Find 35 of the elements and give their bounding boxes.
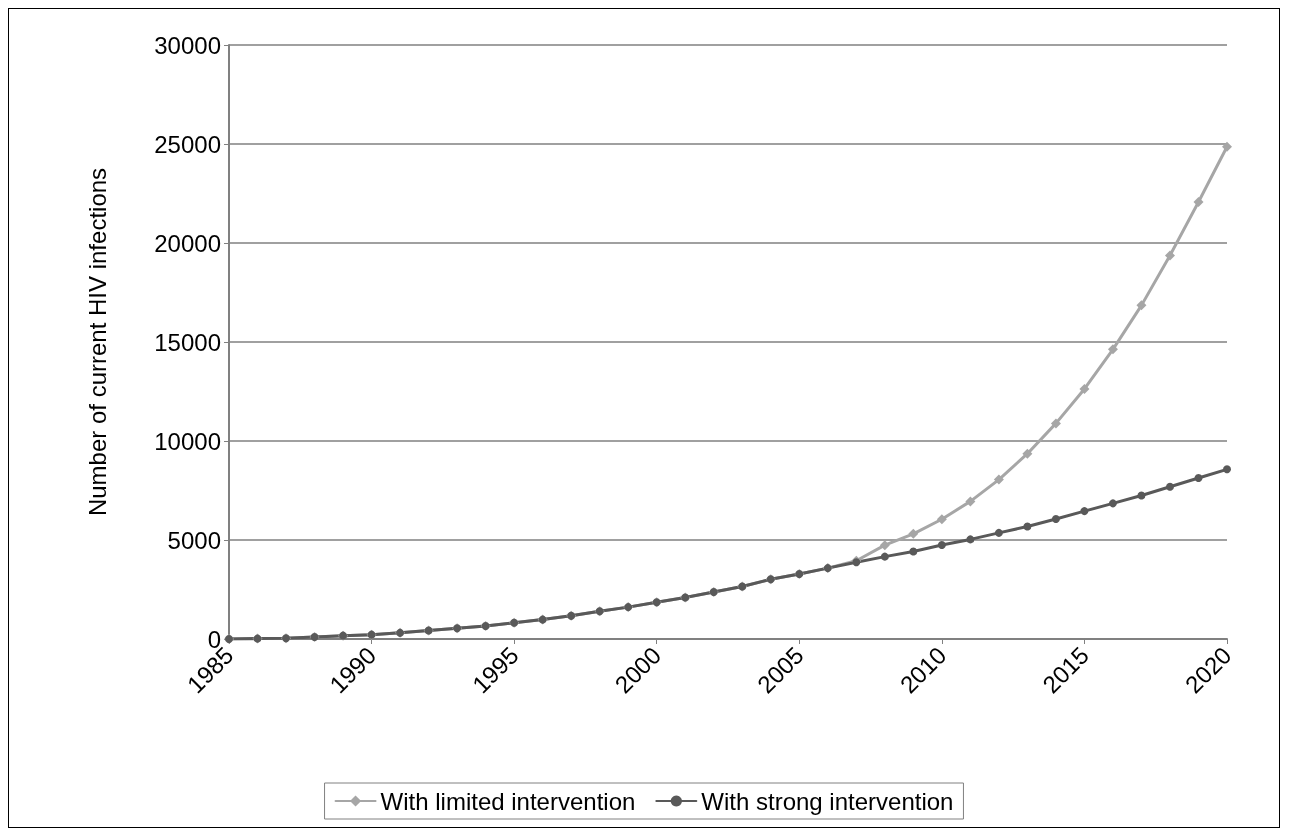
point [909,547,918,556]
point [1222,141,1232,152]
y-tick-label: 5000 [167,526,221,554]
y-tick-label: 15000 [154,328,221,356]
point [879,540,890,551]
y-tick-label: 30000 [154,31,221,59]
point [1194,474,1203,483]
point [965,496,976,507]
point [993,474,1004,485]
point [936,514,947,525]
point [1107,344,1118,355]
y-tick-label: 25000 [154,130,221,158]
point [1023,522,1032,531]
point [1051,515,1060,524]
point [1193,197,1204,208]
point [1223,465,1231,474]
point [1022,448,1033,459]
legend-label: With strong intervention [701,787,954,815]
point [1165,482,1174,491]
y-axis-title: Number of current HIV infections [83,167,111,517]
point [1079,383,1090,394]
point [1164,250,1175,261]
y-tick-label: 20000 [154,229,221,257]
legend-label: With limited intervention [380,787,636,815]
point [1108,499,1117,508]
y-tick-label: 10000 [154,427,221,455]
point [966,535,975,544]
point [937,540,946,549]
point [994,528,1003,537]
point [1137,491,1146,500]
point [1050,418,1061,429]
point [1080,507,1089,516]
point [1136,300,1147,311]
point [908,528,919,539]
point [880,552,889,561]
